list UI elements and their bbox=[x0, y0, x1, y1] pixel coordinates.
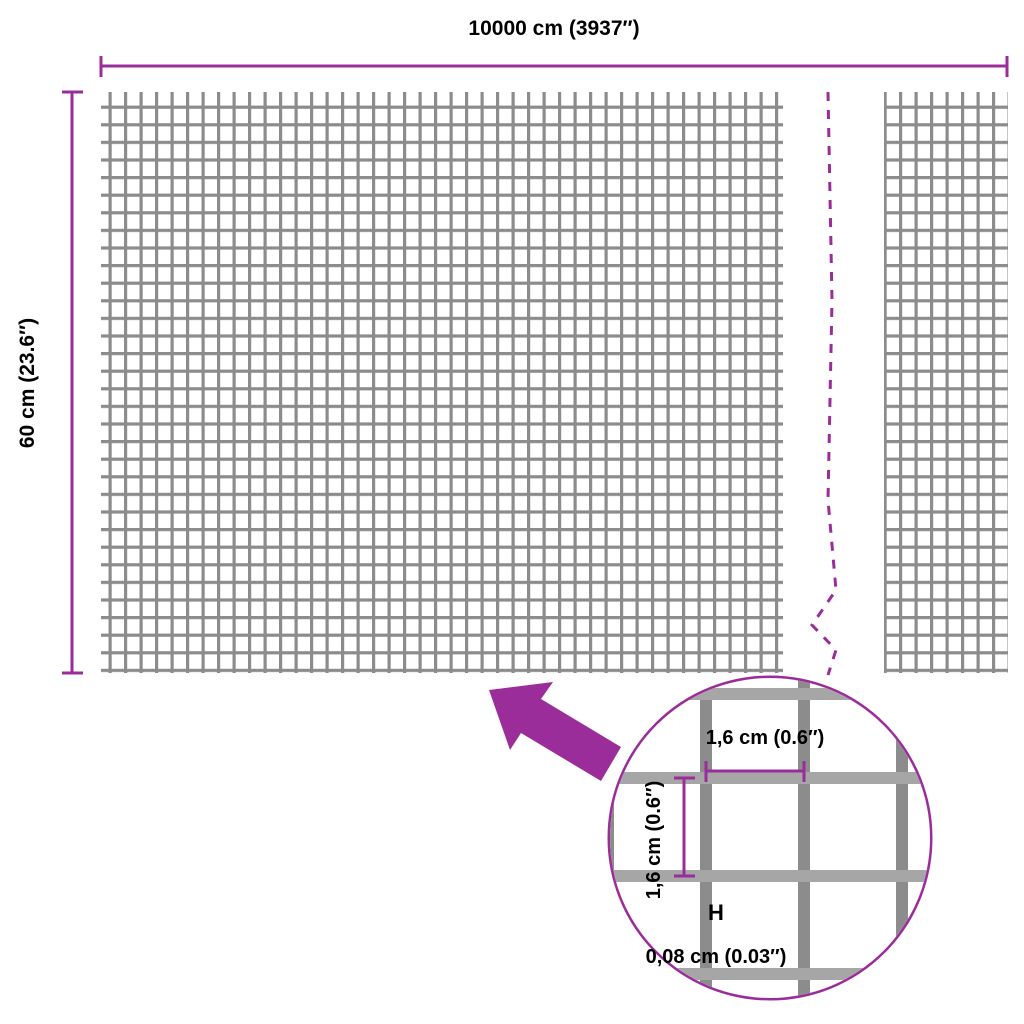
detail-horizontal-dimension: 1,6 cm (0.6″) bbox=[704, 727, 825, 782]
detail-wire-dimension: H 0,08 cm (0.03″) bbox=[646, 900, 787, 968]
detail-callout: 1,6 cm (0.6″) 1,6 cm (0.6″) H 0,08 cm (0… bbox=[607, 675, 933, 1001]
height-label: 60 cm (23.6″) bbox=[16, 318, 39, 448]
break-line bbox=[810, 91, 838, 676]
detail-horizontal-label: 1,6 cm (0.6″) bbox=[706, 727, 825, 749]
wire-marker: H bbox=[708, 900, 724, 925]
mesh-panel-main bbox=[101, 92, 783, 673]
detail-vertical-label: 1,6 cm (0.6″) bbox=[643, 781, 665, 900]
height-dimension: 60 cm (23.6″) bbox=[16, 90, 83, 675]
mesh-panel-continued bbox=[884, 92, 1008, 673]
detail-wire-label: 0,08 cm (0.03″) bbox=[646, 946, 787, 968]
width-label: 10000 cm (3937″) bbox=[468, 17, 639, 40]
width-dimension: 10000 cm (3937″) bbox=[99, 17, 1009, 77]
detail-vertical-dimension: 1,6 cm (0.6″) bbox=[643, 776, 695, 900]
zoom-arrow bbox=[489, 682, 621, 781]
